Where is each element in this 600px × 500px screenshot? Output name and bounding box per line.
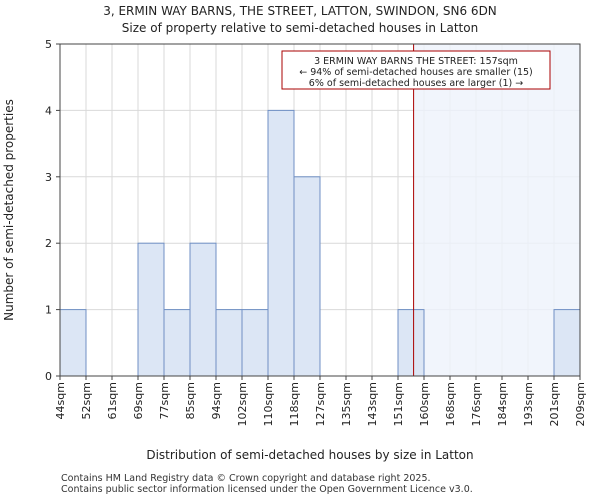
y-tick-label: 2 — [45, 237, 52, 250]
highlight-region — [413, 44, 580, 376]
footer-licence: Contains public sector information licen… — [61, 484, 473, 495]
bar-110sqm — [267, 109, 295, 377]
x-tick-label: 176sqm — [470, 382, 483, 426]
x-tick-label: 61sqm — [106, 382, 119, 419]
annotation-line-1: 3 ERMIN WAY BARNS THE STREET: 157sqm — [314, 56, 518, 67]
x-tick-label: 85sqm — [184, 382, 197, 419]
bar-44sqm — [59, 309, 87, 377]
x-tick-label: 209sqm — [574, 382, 587, 426]
bar-118sqm — [293, 176, 321, 377]
x-tick-label: 102sqm — [236, 382, 249, 426]
bar-69sqm — [137, 242, 165, 377]
bar-151sqm — [397, 309, 425, 377]
bars — [59, 109, 581, 377]
y-axis-label: Number of semi-detached properties — [2, 99, 16, 321]
y-tick-label: 5 — [45, 38, 52, 51]
x-tick-label: 184sqm — [496, 382, 509, 426]
chart-subtitle: Size of property relative to semi-detach… — [121, 21, 479, 35]
y-axis-ticks: 0 1 2 3 4 5 — [45, 38, 60, 383]
x-tick-label: 44sqm — [54, 382, 67, 419]
x-tick-label: 151sqm — [392, 382, 405, 426]
x-tick-label: 135sqm — [340, 382, 353, 426]
bar-94sqm — [215, 309, 243, 377]
annotation-box: 3 ERMIN WAY BARNS THE STREET: 157sqm ← 9… — [281, 50, 551, 90]
x-tick-label: 110sqm — [262, 382, 275, 426]
x-tick-label: 118sqm — [288, 382, 301, 426]
x-tick-label: 193sqm — [522, 382, 535, 426]
y-tick-label: 3 — [45, 171, 52, 184]
x-tick-label: 160sqm — [418, 382, 431, 426]
x-tick-label: 127sqm — [314, 382, 327, 426]
bar-77sqm — [163, 309, 191, 377]
x-tick-label: 94sqm — [210, 382, 223, 419]
bar-102sqm — [241, 309, 269, 377]
x-axis-ticks: 44sqm 52sqm 61sqm 69sqm 77sqm 85sqm 94sqm 102sq… — [54, 376, 587, 426]
x-tick-label: 77sqm — [158, 382, 171, 419]
x-tick-label: 69sqm — [132, 382, 145, 419]
footer-copyright: Contains HM Land Registry data © Crown c… — [61, 473, 431, 484]
x-axis-label: Distribution of semi-detached houses by … — [146, 448, 473, 462]
bar-85sqm — [189, 242, 217, 377]
x-tick-label: 52sqm — [80, 382, 93, 419]
bar-201sqm — [553, 309, 581, 377]
annotation-line-3: 6% of semi-detached houses are larger (1… — [309, 78, 523, 89]
chart-title: 3, ERMIN WAY BARNS, THE STREET, LATTON, … — [103, 4, 497, 18]
x-tick-label: 168sqm — [444, 382, 457, 426]
annotation-line-2: ← 94% of semi-detached houses are smalle… — [299, 67, 533, 78]
x-tick-label: 143sqm — [366, 382, 379, 426]
x-tick-label: 201sqm — [548, 382, 561, 426]
y-tick-label: 1 — [45, 304, 52, 317]
y-tick-label: 0 — [45, 370, 52, 383]
y-tick-label: 4 — [45, 104, 52, 117]
